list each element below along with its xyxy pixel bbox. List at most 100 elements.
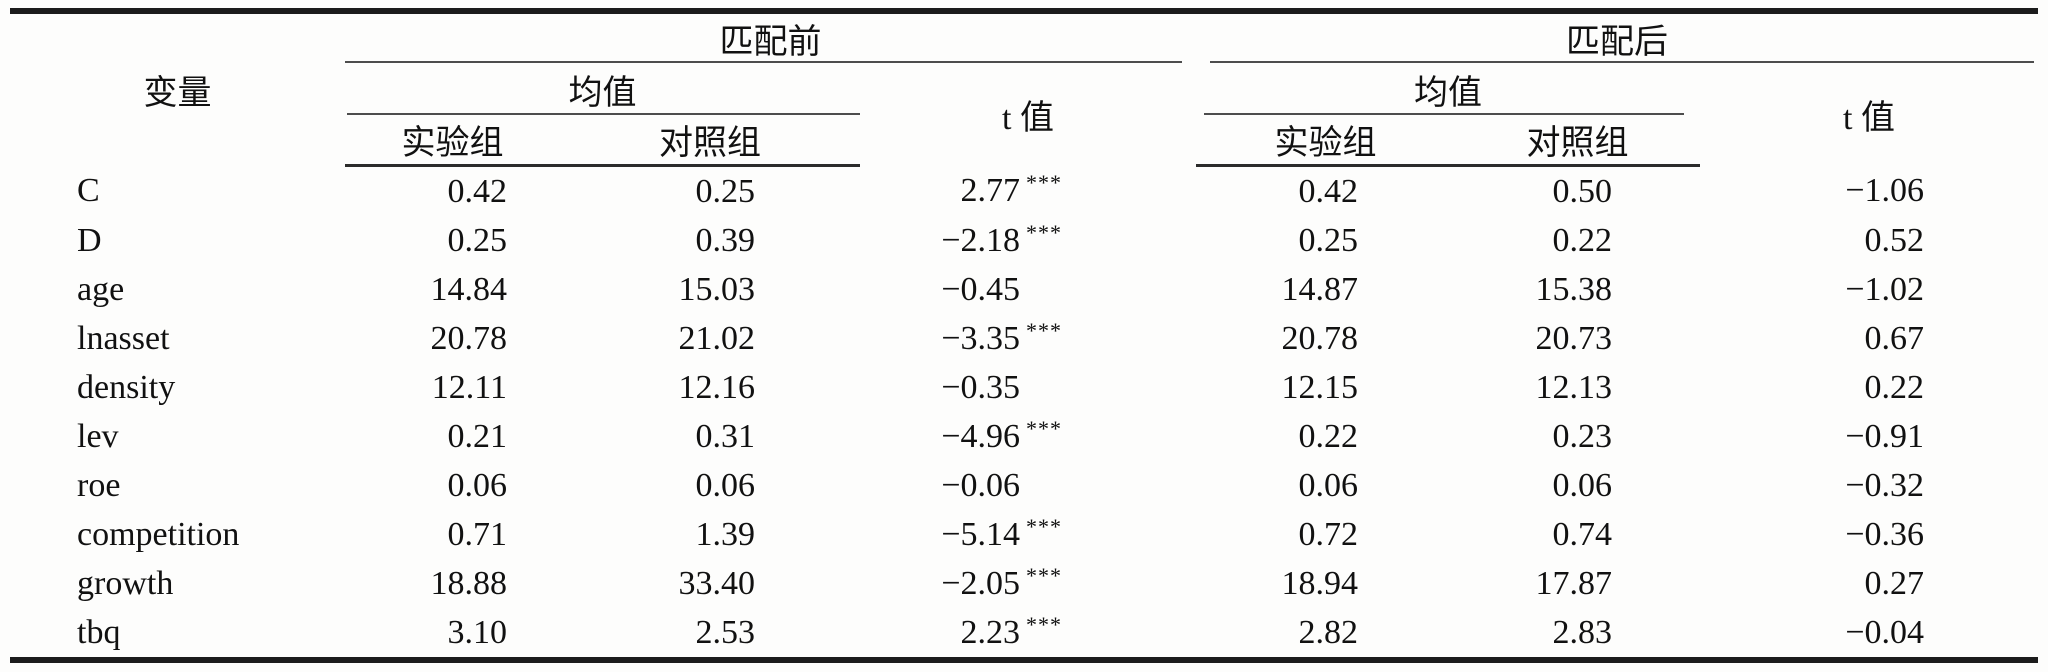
cell-pre-control-mean: 0.25 — [695, 172, 756, 210]
significance-stars: *** — [1026, 317, 1062, 343]
table-header: 变量 匹配前 匹配后 均值 t 值 均值 — [10, 11, 2038, 167]
cell-post-t-value: −0.36 — [1845, 515, 1924, 553]
cell-pre-treatment-mean: 0.71 — [447, 515, 508, 553]
table-row: density 12.11 12.16 −0.35 12.15 12.13 0.… — [10, 363, 2038, 412]
cell-post-control-mean: 0.23 — [1552, 417, 1613, 455]
cell-pre-control-mean: 1.39 — [695, 515, 756, 553]
table-body: C 0.42 0.25 2.77 *** 0.42 0.50 −1.06 D 0.… — [10, 166, 2038, 661]
cell-pre-treatment-mean: 12.11 — [431, 368, 507, 406]
cell-post-control-mean: 17.87 — [1535, 564, 1613, 602]
cell-pre-control-mean: 0.06 — [695, 466, 756, 504]
pre-t-value: −0.35 — [941, 368, 1020, 406]
cell-pre-t-value: −4.96 *** — [860, 412, 1196, 461]
cell-post-treatment-mean: 0.25 — [1298, 221, 1359, 259]
cell-pre-t-value: −2.05 *** — [860, 559, 1196, 608]
cell-post-treatment-mean: 20.78 — [1281, 319, 1359, 357]
cell-post-t-value: −0.91 — [1845, 417, 1924, 455]
cell-pre-control-mean: 0.31 — [695, 417, 756, 455]
cell-variable-name: C — [77, 171, 100, 209]
cell-pre-control-mean: 15.03 — [678, 270, 756, 308]
cell-post-treatment-mean: 0.06 — [1298, 466, 1359, 504]
table-row: growth 18.88 33.40 −2.05 *** 18.94 17.87 … — [10, 559, 2038, 608]
pre-t-value: −4.96 — [941, 417, 1020, 455]
table-row: D 0.25 0.39 −2.18 *** 0.25 0.22 0.52 — [10, 216, 2038, 265]
cell-post-t-value: 0.22 — [1864, 368, 1925, 406]
cell-pre-t-value: 2.23 *** — [860, 608, 1196, 660]
cell-pre-control-mean: 21.02 — [678, 319, 756, 357]
cell-post-treatment-mean: 0.42 — [1298, 172, 1359, 210]
table-row: tbq 3.10 2.53 2.23 *** 2.82 2.83 −0.04 — [10, 608, 2038, 660]
cell-pre-t-value: −3.35 *** — [860, 314, 1196, 363]
cell-pre-t-value: −0.35 — [860, 363, 1196, 412]
header-pre-control-group: 对照组 — [560, 115, 860, 167]
pre-t-value: −3.35 — [941, 319, 1020, 357]
cell-post-control-mean: 15.38 — [1535, 270, 1613, 308]
cell-pre-treatment-mean: 0.06 — [447, 466, 508, 504]
balance-test-table: 变量 匹配前 匹配后 均值 t 值 均值 — [10, 8, 2038, 663]
cell-variable-name: competition — [77, 515, 240, 553]
cell-pre-treatment-mean: 3.10 — [447, 613, 508, 651]
cell-post-t-value: −1.02 — [1845, 270, 1924, 308]
cell-post-treatment-mean: 18.94 — [1281, 564, 1359, 602]
cell-post-treatment-mean: 12.15 — [1281, 368, 1359, 406]
cell-post-t-value: 0.67 — [1864, 319, 1925, 357]
header-pre-t-value: t 值 — [1002, 99, 1054, 137]
significance-stars: *** — [1026, 415, 1062, 441]
table-row: age 14.84 15.03 −0.45 14.87 15.38 −1.02 — [10, 265, 2038, 314]
cell-post-control-mean: 0.22 — [1552, 221, 1613, 259]
header-pre-mean-label: 均值 — [568, 74, 637, 112]
cell-post-control-mean: 12.13 — [1535, 368, 1613, 406]
header-variable: 变量 — [143, 75, 212, 113]
cell-pre-control-mean: 0.39 — [695, 221, 756, 259]
cell-variable-name: lnasset — [77, 319, 170, 357]
table-row: C 0.42 0.25 2.77 *** 0.42 0.50 −1.06 — [10, 166, 2038, 217]
significance-stars: *** — [1026, 169, 1062, 195]
header-post-mean: 均值 — [1196, 63, 1700, 115]
significance-stars: *** — [1026, 219, 1062, 245]
table-row: lev 0.21 0.31 −4.96 *** 0.22 0.23 −0.91 — [10, 412, 2038, 461]
table-row: roe 0.06 0.06 −0.06 0.06 0.06 −0.32 — [10, 461, 2038, 510]
header-post-treatment-group: 实验组 — [1196, 115, 1455, 167]
cell-post-treatment-mean: 14.87 — [1281, 270, 1359, 308]
cell-post-control-mean: 20.73 — [1535, 319, 1613, 357]
cell-pre-treatment-mean: 14.84 — [430, 270, 508, 308]
cell-pre-treatment-mean: 0.21 — [447, 417, 508, 455]
pre-t-value: −5.14 — [941, 515, 1020, 553]
table-row: competition 0.71 1.39 −5.14 *** 0.72 0.74… — [10, 510, 2038, 559]
cell-pre-treatment-mean: 20.78 — [430, 319, 508, 357]
cell-post-control-mean: 2.83 — [1552, 613, 1613, 651]
cell-variable-name: D — [77, 221, 102, 259]
header-post-mean-label: 均值 — [1414, 74, 1482, 112]
cell-pre-control-mean: 2.53 — [695, 613, 756, 651]
pre-t-value: −0.45 — [941, 270, 1020, 308]
table-row: lnasset 20.78 21.02 −3.35 *** 20.78 20.73… — [10, 314, 2038, 363]
cell-post-t-value: 0.52 — [1864, 221, 1925, 259]
cell-post-control-mean: 0.50 — [1552, 172, 1613, 210]
cell-post-t-value: −1.06 — [1845, 171, 1924, 209]
header-post-control-group: 对照组 — [1455, 115, 1700, 167]
cell-post-t-value: 0.27 — [1864, 564, 1925, 602]
cell-pre-t-value: −2.18 *** — [860, 216, 1196, 265]
significance-stars: *** — [1026, 513, 1062, 539]
post-mean-rule — [1204, 113, 1684, 115]
cell-post-t-value: −0.32 — [1845, 466, 1924, 504]
cell-post-treatment-mean: 2.82 — [1298, 613, 1359, 651]
pre-t-value: 2.23 — [960, 613, 1021, 651]
cell-pre-t-value: −0.06 — [860, 461, 1196, 510]
pre-group-rule — [345, 61, 1182, 63]
cell-variable-name: tbq — [77, 613, 121, 651]
cell-pre-t-value: −5.14 *** — [860, 510, 1196, 559]
cell-post-treatment-mean: 0.72 — [1298, 515, 1359, 553]
header-post-matching-label: 匹配后 — [1566, 24, 1668, 61]
pre-t-value: −2.05 — [941, 564, 1020, 602]
significance-stars: *** — [1026, 562, 1062, 588]
pre-mean-rule — [347, 113, 860, 115]
header-post-matching: 匹配后 — [1196, 11, 2038, 63]
cell-post-treatment-mean: 0.22 — [1298, 417, 1359, 455]
pre-t-value: −2.18 — [941, 221, 1020, 259]
post-group-rule — [1210, 61, 2034, 63]
cell-post-t-value: −0.04 — [1845, 613, 1924, 651]
header-pre-mean: 均值 — [345, 63, 860, 115]
cell-pre-treatment-mean: 0.25 — [447, 221, 508, 259]
cell-variable-name: age — [77, 270, 125, 308]
